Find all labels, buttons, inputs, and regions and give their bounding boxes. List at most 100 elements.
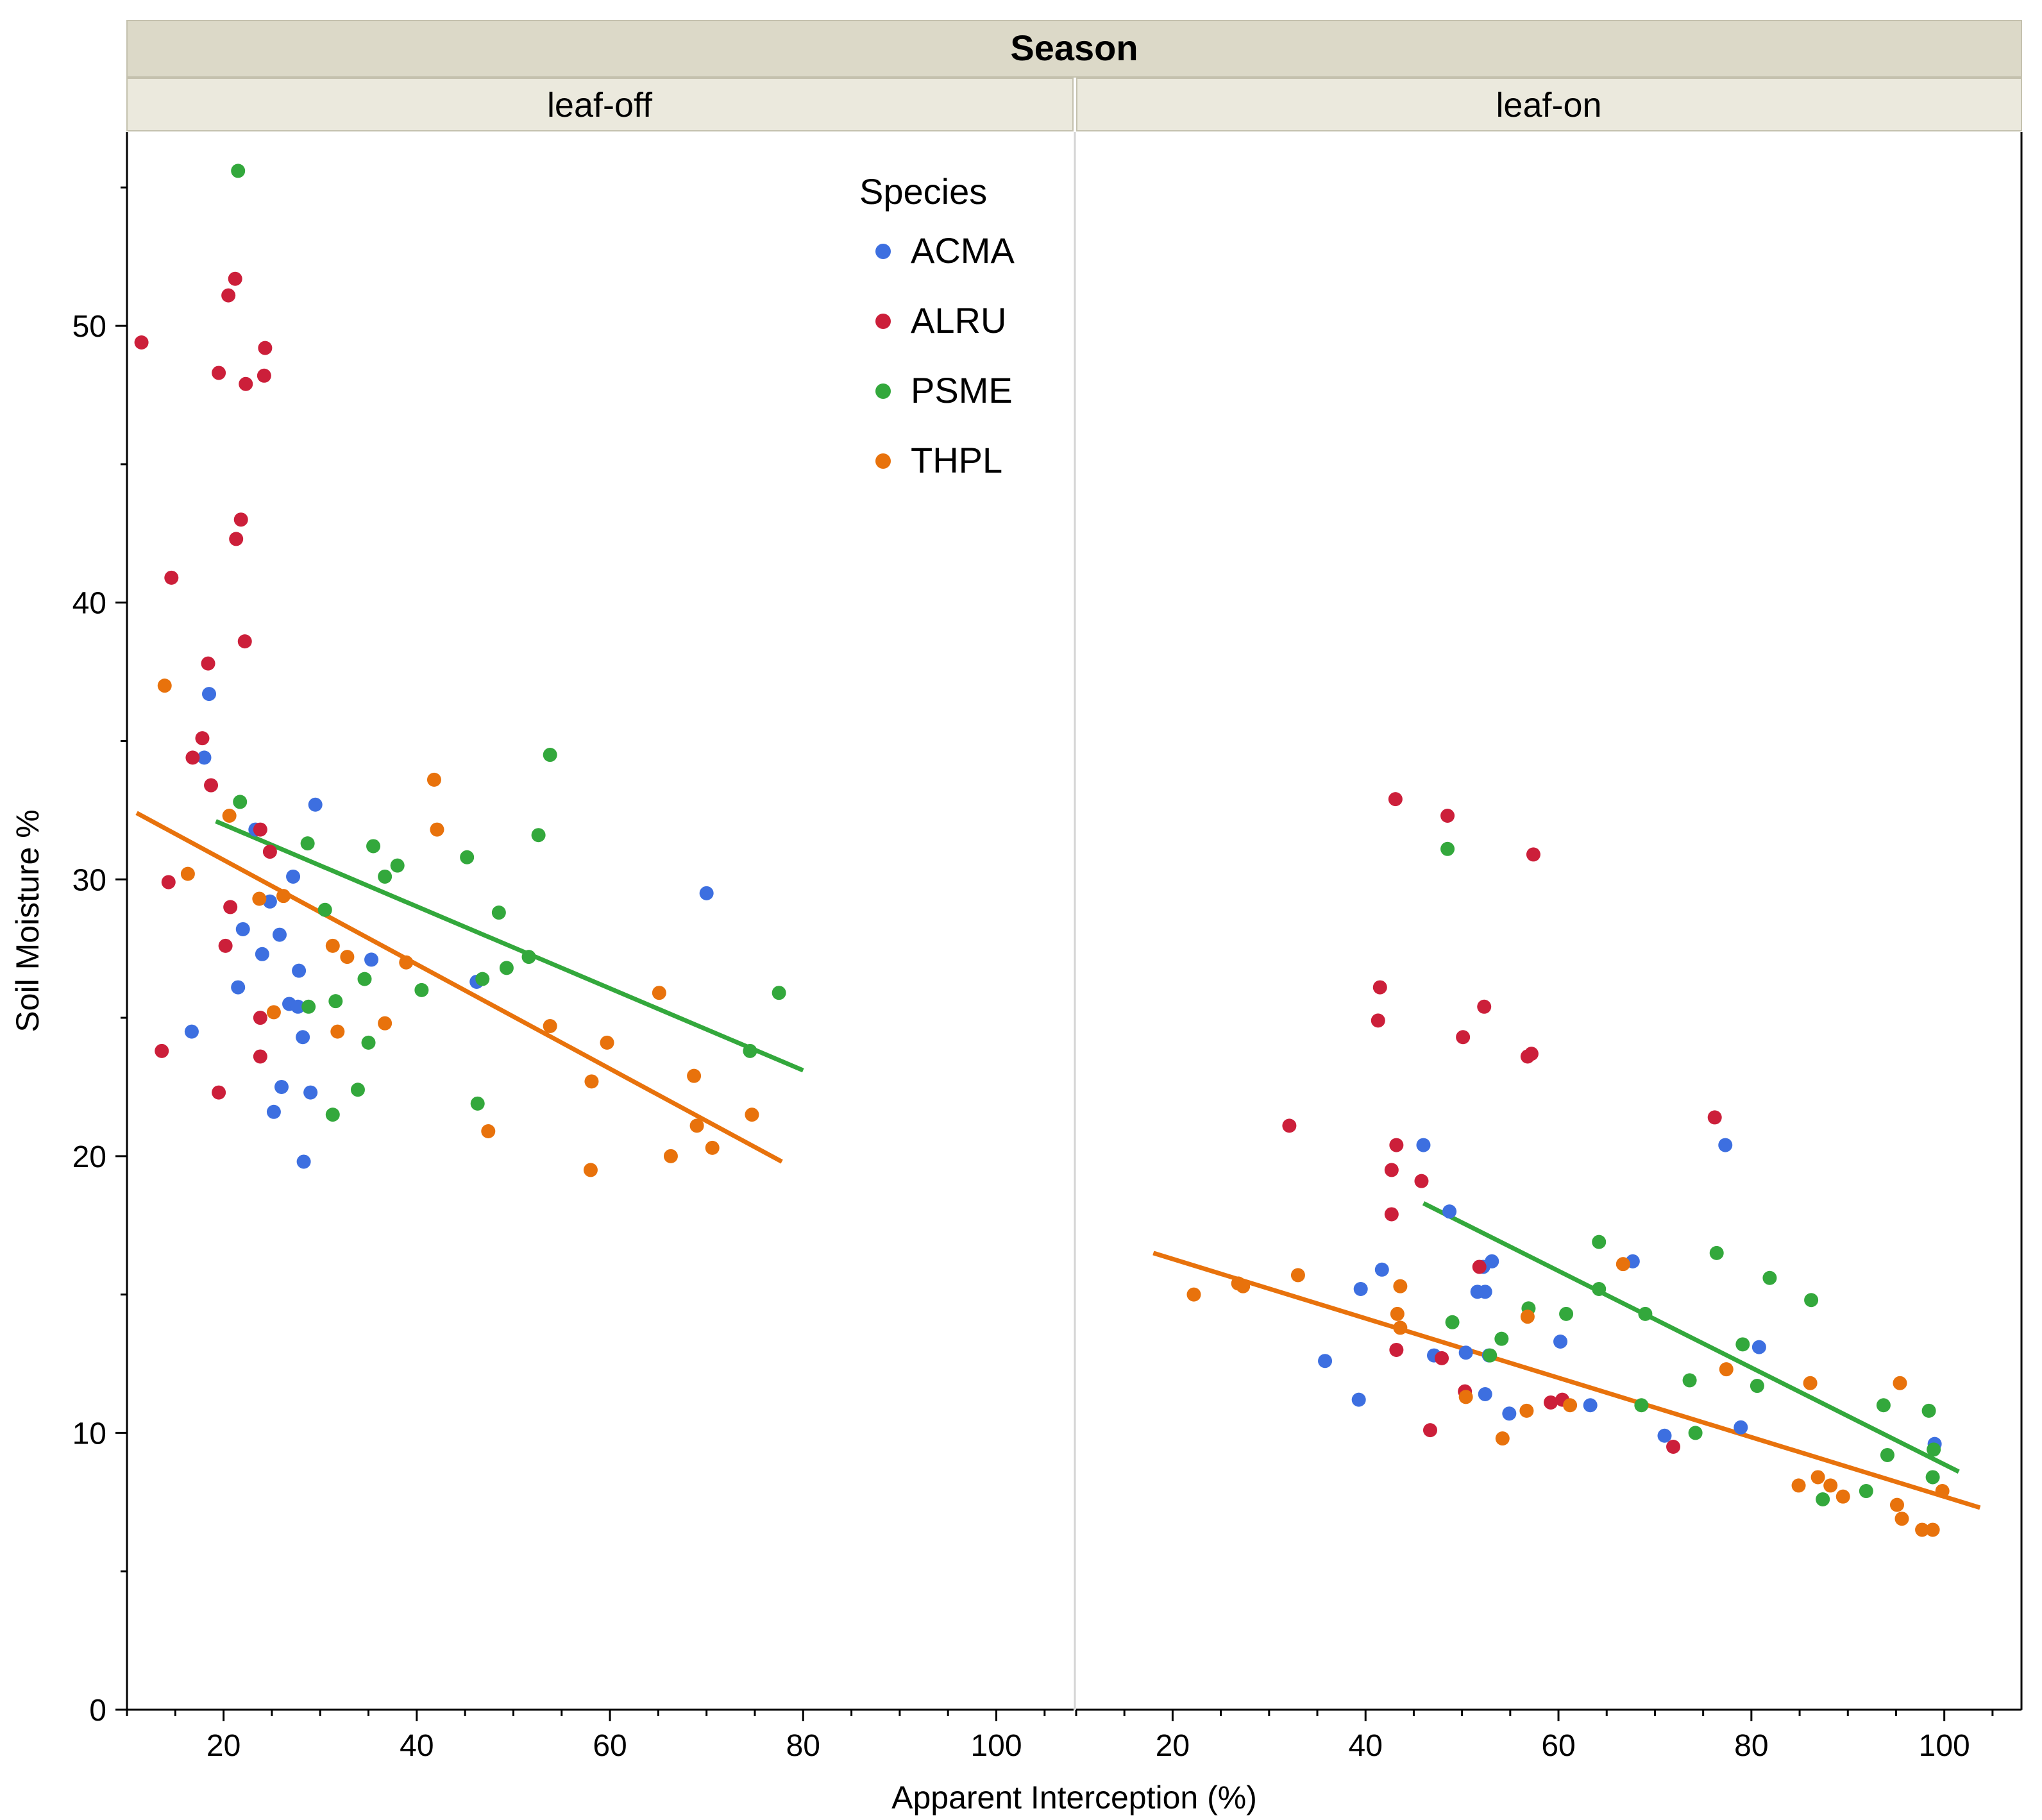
data-point <box>1734 1420 1748 1435</box>
series-thpl-leaf-off <box>157 678 759 1177</box>
data-point <box>1416 1138 1431 1152</box>
data-point <box>1592 1282 1607 1296</box>
data-point <box>491 906 506 920</box>
data-point <box>212 1085 226 1100</box>
x-tick-label: 60 <box>593 1729 627 1763</box>
trendline-psme-leaf-off <box>215 819 804 1073</box>
series-acma-leaf-on <box>1318 1138 1942 1451</box>
data-point <box>1553 1335 1568 1349</box>
data-point <box>1478 1285 1492 1299</box>
data-point <box>231 980 246 995</box>
facet-header-label: Season <box>1010 28 1138 68</box>
data-point <box>201 656 215 671</box>
x-tick-label: 80 <box>1734 1729 1768 1763</box>
data-point <box>1688 1426 1703 1440</box>
data-point <box>157 678 172 693</box>
y-axis-title: Soil Moisture % <box>10 809 46 1032</box>
panel-label-leaf-on: leaf-on <box>1496 86 1601 124</box>
data-point <box>222 809 237 823</box>
data-point <box>350 1083 365 1097</box>
data-point <box>543 1019 557 1033</box>
legend-item-alru: ALRU <box>875 300 1006 341</box>
data-point <box>202 687 217 702</box>
series-thpl-leaf-on <box>1186 1257 1950 1537</box>
data-point <box>1750 1379 1764 1394</box>
data-point <box>1472 1260 1487 1274</box>
panel-label-leaf-off: leaf-off <box>547 86 653 124</box>
data-point <box>330 1024 345 1039</box>
y-tick-label: 40 <box>72 587 106 621</box>
data-point <box>1458 1345 1473 1360</box>
data-point <box>1925 1470 1940 1485</box>
data-point <box>1718 1138 1733 1152</box>
y-tick-label: 0 <box>89 1694 106 1728</box>
data-point <box>1526 847 1540 862</box>
data-point <box>1290 1268 1305 1283</box>
data-point <box>1893 1376 1907 1390</box>
data-point <box>1282 1118 1297 1133</box>
data-point <box>325 1108 340 1122</box>
data-point <box>252 891 267 906</box>
x-axes: 20 40 60 80 100 20 40 60 80 100 <box>126 1710 1994 1763</box>
data-point <box>689 1118 704 1133</box>
y-tick-label: 50 <box>72 310 106 344</box>
data-point <box>1803 1376 1818 1390</box>
data-point <box>1682 1373 1697 1388</box>
data-point <box>366 839 381 854</box>
series-acma-leaf-off <box>184 687 714 1169</box>
data-point <box>772 986 786 1000</box>
data-point <box>1393 1279 1408 1293</box>
data-point <box>1709 1245 1724 1260</box>
data-point <box>470 1096 485 1111</box>
data-point <box>1563 1398 1578 1413</box>
data-point <box>521 950 536 965</box>
x-tick-label: 20 <box>207 1729 240 1763</box>
x-tick-label: 100 <box>970 1729 1022 1763</box>
data-point <box>1935 1484 1950 1499</box>
legend-label: THPL <box>911 440 1002 480</box>
data-point <box>253 1011 267 1025</box>
data-point <box>195 731 210 746</box>
trendline-thpl-leaf-off <box>135 811 783 1164</box>
data-point <box>340 950 355 965</box>
data-point <box>300 836 315 851</box>
data-point <box>390 858 405 873</box>
trendline-psme-leaf-on <box>1422 1201 1960 1474</box>
data-point <box>255 947 269 961</box>
data-point <box>663 1149 678 1163</box>
data-point <box>262 894 277 909</box>
series-alru-leaf-on <box>1282 792 1722 1454</box>
data-point <box>1835 1489 1850 1504</box>
data-point <box>543 748 557 763</box>
y-tick-label: 30 <box>72 863 106 897</box>
data-point <box>705 1140 720 1155</box>
data-point <box>1804 1293 1819 1308</box>
data-point <box>229 532 244 546</box>
legend-marker <box>875 383 891 399</box>
data-point <box>1389 1342 1404 1357</box>
data-point <box>600 1035 614 1050</box>
data-point <box>1544 1395 1558 1410</box>
data-point <box>257 368 271 383</box>
data-point <box>652 986 666 1000</box>
legend-label: PSME <box>911 370 1013 410</box>
legend-item-psme: PSME <box>875 370 1013 410</box>
data-point <box>1707 1110 1722 1125</box>
data-point <box>1458 1390 1473 1404</box>
data-point <box>155 1043 169 1058</box>
data-point <box>197 750 212 765</box>
data-point <box>399 955 414 970</box>
data-point <box>1388 792 1403 807</box>
data-point <box>212 366 226 380</box>
data-point <box>1657 1428 1672 1443</box>
data-point <box>262 845 277 859</box>
data-point <box>583 1163 598 1177</box>
data-point <box>185 750 200 765</box>
x-tick-label: 40 <box>1349 1729 1383 1763</box>
data-point <box>1477 999 1492 1014</box>
data-point <box>1583 1398 1598 1413</box>
data-points <box>134 164 1950 1537</box>
data-point <box>286 869 301 884</box>
data-point <box>184 1024 199 1039</box>
data-point <box>1384 1207 1399 1222</box>
